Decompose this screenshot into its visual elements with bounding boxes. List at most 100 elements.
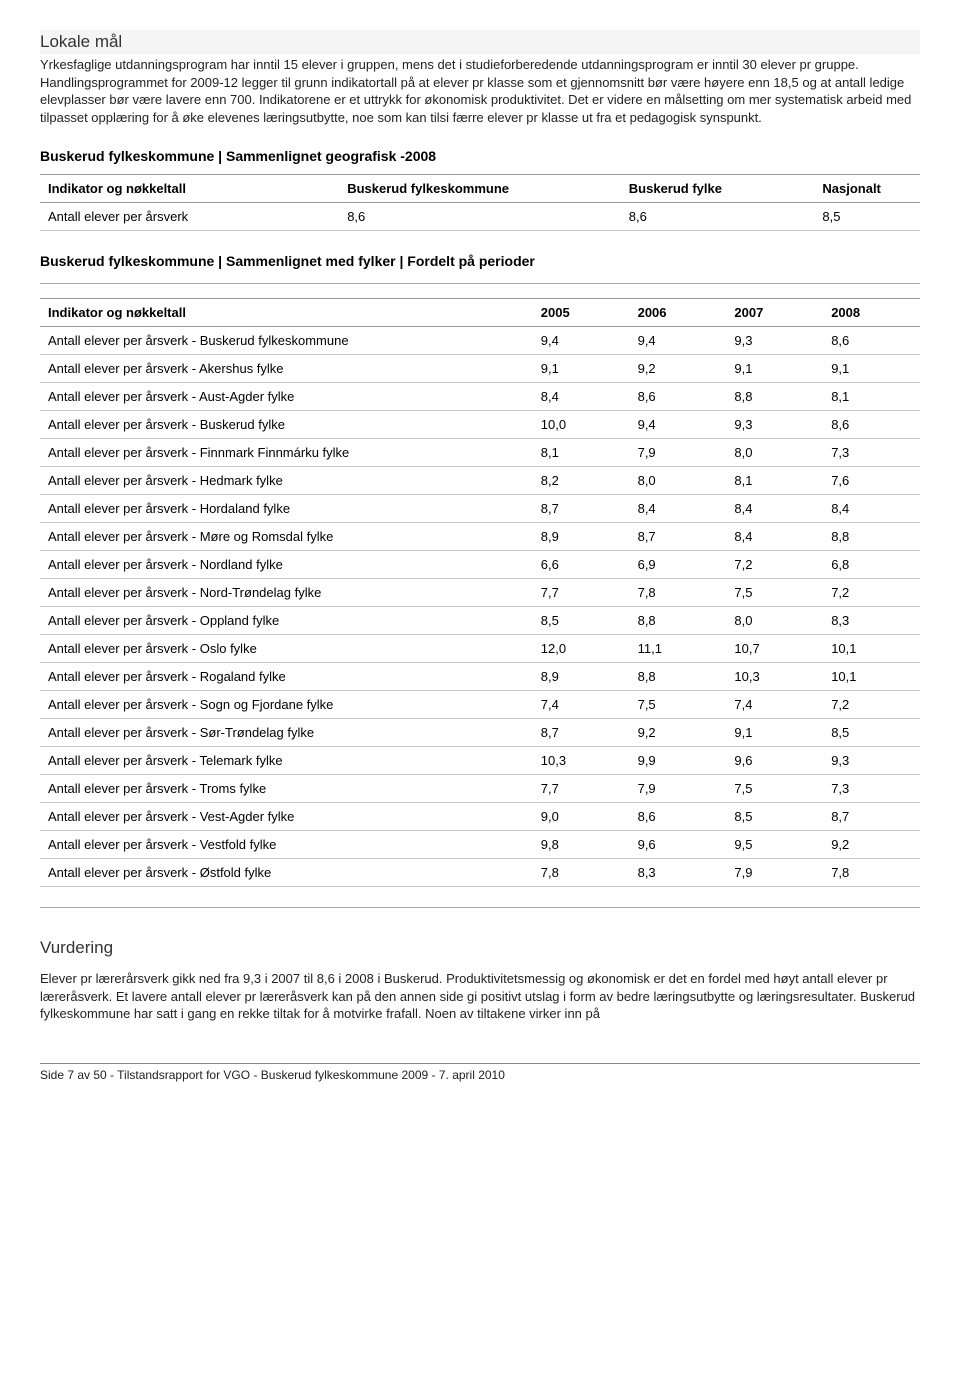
table2-col3: 2007 [726,299,823,327]
table-cell: 7,8 [533,859,630,887]
table-cell: 8,8 [726,383,823,411]
table-row: Antall elever per årsverk8,68,68,5 [40,203,920,231]
table-cell: 8,3 [823,607,920,635]
table-cell: 8,1 [823,383,920,411]
table-cell: 7,9 [630,775,727,803]
table-cell: 8,5 [533,607,630,635]
table-cell: 8,0 [726,607,823,635]
table-cell: 8,4 [726,523,823,551]
table2-heading: Buskerud fylkeskommune | Sammenlignet me… [40,253,920,269]
table-cell: 8,8 [630,607,727,635]
table-cell: 7,4 [726,691,823,719]
table2-col1: 2005 [533,299,630,327]
table-cell: 8,1 [726,467,823,495]
table2-header-row: Indikator og nøkkeltall 2005 2006 2007 2… [40,299,920,327]
table-cell: Antall elever per årsverk [40,203,339,231]
table1-col2: Buskerud fylke [621,175,815,203]
table2-col4: 2008 [823,299,920,327]
table-cell: 9,3 [823,747,920,775]
table-row: Antall elever per årsverk - Nord-Trøndel… [40,579,920,607]
table-cell: Antall elever per årsverk - Buskerud fyl… [40,411,533,439]
table-cell: 9,1 [823,355,920,383]
table-cell: 7,3 [823,439,920,467]
table-cell: 8,8 [630,663,727,691]
separator [40,283,920,284]
table2-col2: 2006 [630,299,727,327]
table-cell: 8,6 [339,203,621,231]
table-cell: 8,6 [823,327,920,355]
table-cell: 8,9 [533,663,630,691]
table-cell: 8,4 [726,495,823,523]
table-cell: Antall elever per årsverk - Aust-Agder f… [40,383,533,411]
table-cell: 9,6 [726,747,823,775]
table-periods: Indikator og nøkkeltall 2005 2006 2007 2… [40,298,920,887]
table-cell: 7,8 [630,579,727,607]
table-row: Antall elever per årsverk - Finnmark Fin… [40,439,920,467]
table-row: Antall elever per årsverk - Troms fylke7… [40,775,920,803]
table-cell: 7,7 [533,775,630,803]
table-cell: 8,6 [823,411,920,439]
table-cell: Antall elever per årsverk - Sogn og Fjor… [40,691,533,719]
table-cell: 9,1 [533,355,630,383]
table-cell: 8,7 [533,719,630,747]
local-goals-title: Lokale mål [40,30,920,54]
table1-col1: Buskerud fylkeskommune [339,175,621,203]
table-cell: 7,2 [726,551,823,579]
table-cell: 8,2 [533,467,630,495]
table-cell: Antall elever per årsverk - Nordland fyl… [40,551,533,579]
table-cell: 7,2 [823,579,920,607]
table-cell: 7,3 [823,775,920,803]
table-cell: 7,5 [726,775,823,803]
table-row: Antall elever per årsverk - Telemark fyl… [40,747,920,775]
table-row: Antall elever per årsverk - Rogaland fyl… [40,663,920,691]
table-cell: 9,9 [630,747,727,775]
table-cell: 10,3 [533,747,630,775]
table-row: Antall elever per årsverk - Akershus fyl… [40,355,920,383]
table-cell: 9,0 [533,803,630,831]
table-row: Antall elever per årsverk - Sogn og Fjor… [40,691,920,719]
table-cell: 8,5 [726,803,823,831]
table-row: Antall elever per årsverk - Østfold fylk… [40,859,920,887]
table-cell: 9,2 [630,355,727,383]
table-cell: 8,7 [630,523,727,551]
table-cell: 8,4 [630,495,727,523]
table-cell: 8,6 [630,383,727,411]
table-cell: 10,3 [726,663,823,691]
table-cell: 10,1 [823,663,920,691]
table-cell: Antall elever per årsverk - Østfold fylk… [40,859,533,887]
table-cell: 9,4 [630,411,727,439]
table-cell: 10,1 [823,635,920,663]
table-cell: 10,0 [533,411,630,439]
table-row: Antall elever per årsverk - Vest-Agder f… [40,803,920,831]
table-cell: 8,7 [533,495,630,523]
table-row: Antall elever per årsverk - Hedmark fylk… [40,467,920,495]
local-goals-body: Yrkesfaglige utdanningsprogram har innti… [40,56,920,126]
table-cell: 9,5 [726,831,823,859]
table-row: Antall elever per årsverk - Nordland fyl… [40,551,920,579]
table-row: Antall elever per årsverk - Oppland fylk… [40,607,920,635]
table-cell: 7,4 [533,691,630,719]
table-cell: 9,1 [726,355,823,383]
table-cell: 8,4 [823,495,920,523]
table-row: Antall elever per årsverk - Oslo fylke12… [40,635,920,663]
table-cell: Antall elever per årsverk - Sør-Trøndela… [40,719,533,747]
table-row: Antall elever per årsverk - Aust-Agder f… [40,383,920,411]
table-cell: Antall elever per årsverk - Vestfold fyl… [40,831,533,859]
separator [40,907,920,908]
table-cell: 8,0 [726,439,823,467]
table-cell: 7,9 [630,439,727,467]
table-cell: 9,3 [726,327,823,355]
table-cell: 8,4 [533,383,630,411]
table-cell: Antall elever per årsverk - Oslo fylke [40,635,533,663]
table-cell: Antall elever per årsverk - Finnmark Fin… [40,439,533,467]
table-cell: 9,4 [630,327,727,355]
table-cell: 9,2 [823,831,920,859]
table-cell: 8,8 [823,523,920,551]
table1-col0: Indikator og nøkkeltall [40,175,339,203]
table1-heading: Buskerud fylkeskommune | Sammenlignet ge… [40,148,920,164]
table-cell: 9,8 [533,831,630,859]
table-cell: 6,9 [630,551,727,579]
table-cell: 9,3 [726,411,823,439]
table-row: Antall elever per årsverk - Buskerud fyl… [40,411,920,439]
table-cell: Antall elever per årsverk - Vest-Agder f… [40,803,533,831]
